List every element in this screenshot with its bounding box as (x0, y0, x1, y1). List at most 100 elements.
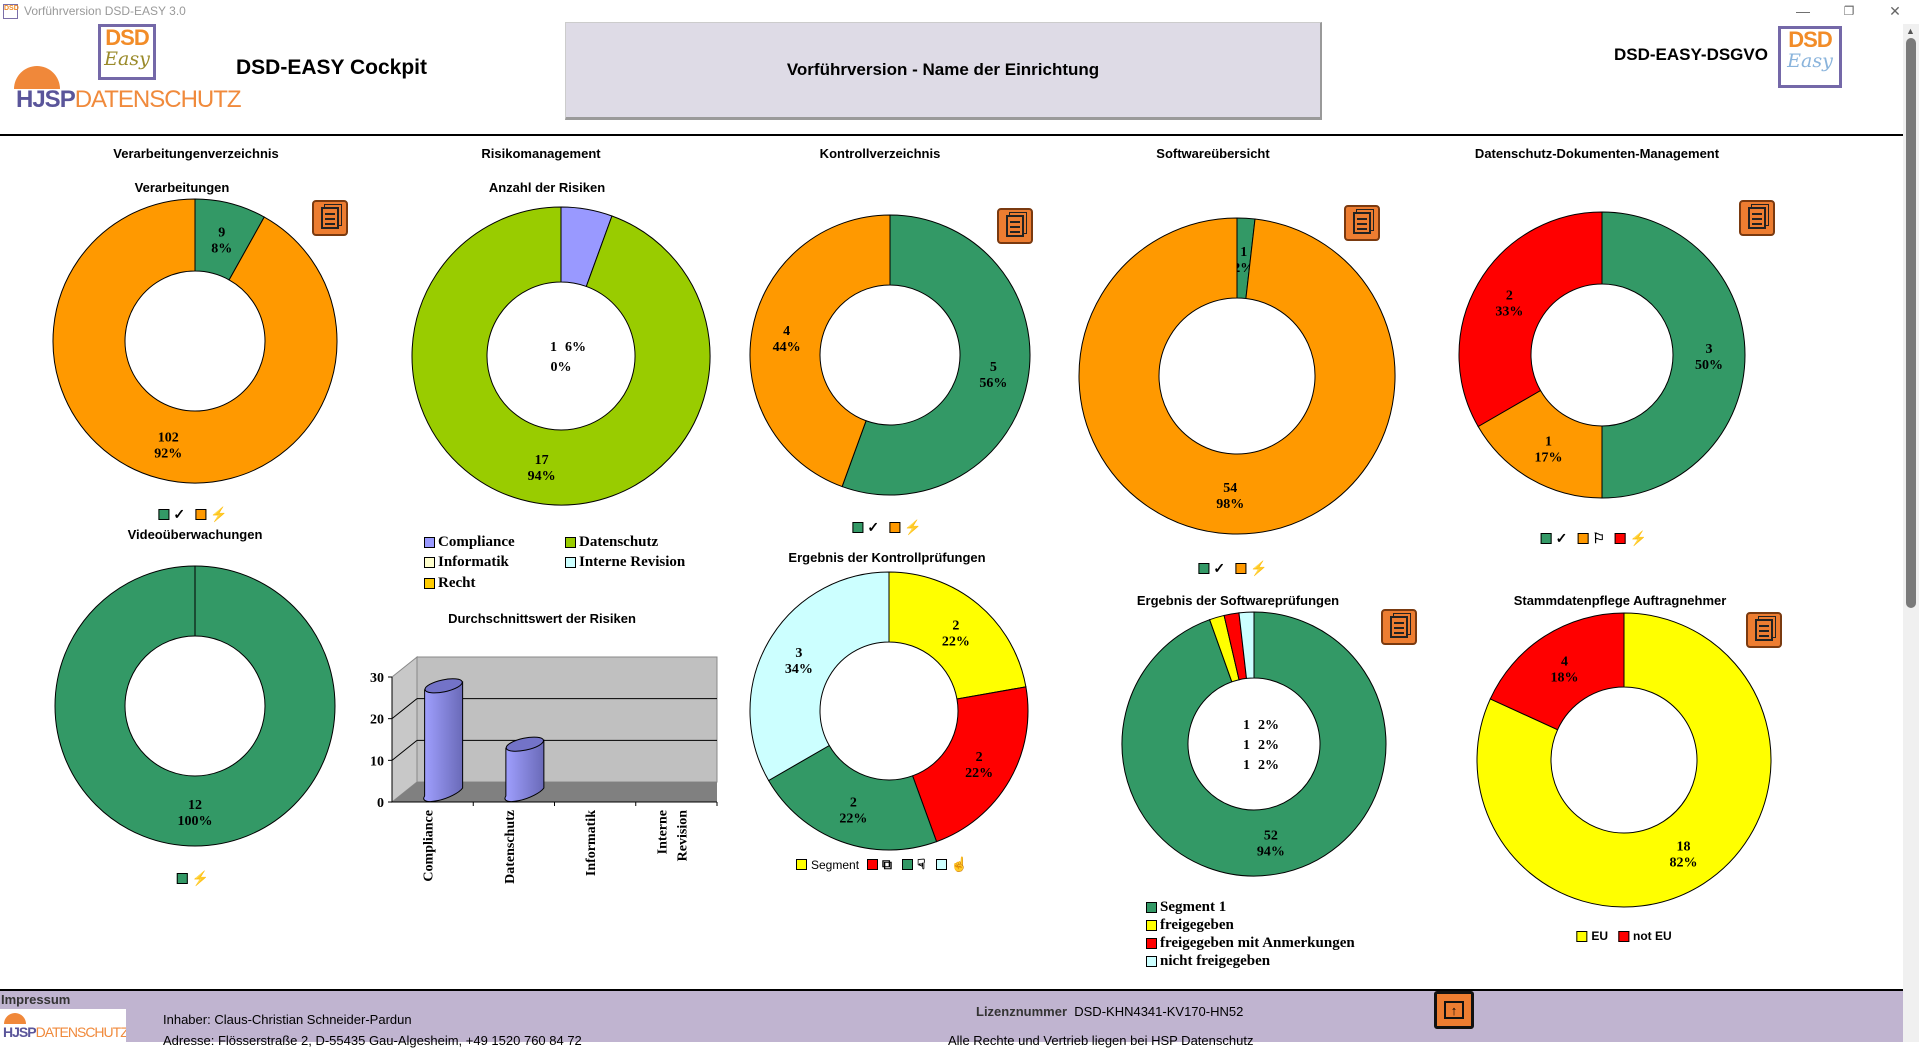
lightning-icon: ⚡ (191, 870, 210, 886)
legend-label: freigegeben (1160, 916, 1234, 933)
legend-swatch-green (1146, 901, 1157, 913)
section-title-software: Softwareübersicht (1156, 146, 1270, 161)
umbrella-icon (4, 1013, 26, 1024)
chart-title-kontrollpruefungen: Ergebnis der Kontrollprüfungen (788, 550, 986, 565)
segment-percent-label: 6% (565, 340, 586, 355)
hsp-datenschutz-logo: HJSPDATENSCHUTZ (16, 86, 242, 113)
logo-easy-text: Easy (1787, 50, 1833, 72)
close-button[interactable]: ✕ (1889, 3, 1901, 19)
thumbs-down-icon: ☟ (917, 856, 926, 872)
segment-percent-label: 100% (178, 814, 213, 829)
scroll-up-arrow-icon[interactable]: ▲ (1906, 26, 1915, 36)
lightning-icon: ⚡ (904, 519, 922, 535)
legend-swatch-green (1198, 563, 1210, 574)
rechte: Alle Rechte und Vertrieb liegen bei HSP … (948, 1033, 1254, 1048)
legend-label: freigegeben mit Anmerkungen (1160, 934, 1355, 951)
legend-label: Recht (438, 574, 476, 591)
maximize-button[interactable]: ❐ (1843, 4, 1855, 18)
section-title-kontroll: Kontrollverzeichnis (819, 146, 941, 161)
legend-verarbeitungen: ✓ ⚡ (158, 506, 233, 523)
segment-value-label: 4 (1561, 654, 1568, 669)
check-icon: ✓ (867, 519, 880, 535)
floor (392, 782, 717, 802)
institution-name: Vorführversion - Name der Einrichtung (786, 60, 1100, 79)
lizenz: Lizenznummer DSD-KHN4341-KV170-HN52 (976, 1004, 1243, 1019)
minimize-button[interactable]: — (1796, 3, 1810, 19)
upload-arrow-icon: ↑ (1444, 1001, 1464, 1019)
legend-swatch-orange (889, 522, 901, 533)
bar-datenschutz (504, 739, 545, 803)
x-tick-label: Revision (675, 810, 690, 862)
donut-segment (1489, 612, 1625, 731)
donut-segment (1477, 389, 1603, 499)
open-report-stammdaten-button[interactable] (1746, 612, 1782, 648)
x-tick-label: Interne (655, 810, 670, 854)
open-report-verarbeitungen-button[interactable] (312, 200, 348, 236)
donut-segment (767, 744, 938, 851)
app-icon: DSD (3, 4, 19, 19)
adresse: Adresse: Flösserstraße 2, D-55435 Gau-Al… (163, 1033, 582, 1048)
segment-percent-label: 56% (979, 376, 1007, 391)
legend-stammdaten: EU not EU (1576, 929, 1672, 943)
lightning-icon: ⚡ (210, 506, 228, 522)
open-report-kontroll-button[interactable] (997, 208, 1033, 244)
legend-swatch-informatik (424, 556, 435, 568)
bar-top (424, 678, 463, 694)
section-title-risiko: Risikomanagement (481, 146, 601, 161)
scroll-to-top-button[interactable]: ↑ (1434, 991, 1474, 1029)
donut-segment (1121, 611, 1387, 877)
donut-segment (841, 214, 1031, 496)
legend-swatch-orange (1235, 563, 1247, 574)
legend-label-not-eu: not EU (1633, 929, 1672, 943)
segment-percent-label: 33% (1495, 305, 1523, 320)
segment-value-label: 9 (218, 225, 225, 240)
document-icon (1390, 616, 1408, 638)
segment-value-label: 2 (976, 750, 983, 765)
y-tick-label: 20 (370, 713, 384, 728)
lizenz-value: DSD-KHN4341-KV170-HN52 (1074, 1004, 1244, 1019)
segment-percent-label: 82% (1669, 856, 1697, 871)
x-tick-label: Datenschutz (503, 810, 518, 884)
segment-value-label: 1 (1243, 738, 1250, 753)
segment-percent-label: 22% (965, 766, 993, 781)
segment-value-label: 17 (535, 453, 549, 468)
donut-kontrollpruefungen: 222%222%222%334% (749, 571, 1029, 851)
open-report-dokumente-button[interactable] (1739, 200, 1775, 236)
document-icon (1748, 207, 1766, 229)
header-divider (0, 134, 1903, 136)
donut-segment (888, 571, 1027, 700)
dsd-easy-logo: DSD Easy (98, 24, 156, 80)
segment-percent-label: 34% (785, 662, 813, 677)
thumbs-up-icon: ☝ (950, 856, 968, 872)
segment-value-label: 1 (1240, 245, 1247, 260)
vertical-scrollbar[interactable]: ▲ (1903, 24, 1919, 1042)
donut-segment (749, 571, 890, 782)
segment-value-label: 5 (990, 360, 997, 375)
legend-label: Informatik (438, 553, 509, 570)
y-tick-label: 10 (370, 754, 384, 769)
donut-segment (1458, 211, 1603, 428)
segment-percent-label: 94% (528, 469, 556, 484)
chart-title-stammdaten: Stammdatenpflege Auftragnehmer (1513, 593, 1727, 608)
legend-swatch-interne-revision (565, 556, 576, 568)
legend-swatch-green (158, 509, 170, 520)
segment-percent-label: 44% (773, 340, 801, 355)
donut-dokumente: 350% 117% 233% (1458, 211, 1746, 499)
open-report-softwarepruef-button[interactable] (1381, 609, 1417, 645)
legend-label: Compliance (438, 533, 515, 550)
document-icon (1006, 215, 1024, 237)
impressum-label: Impressum (1, 992, 71, 1007)
open-report-software-button[interactable] (1344, 205, 1380, 241)
bar-compliance (423, 681, 464, 803)
app-title: DSD-EASY Cockpit (236, 56, 427, 79)
segment-percent-label: 22% (839, 812, 867, 827)
lightning-icon: ⚡ (1629, 530, 1648, 546)
legend-video: ⚡ (176, 870, 215, 887)
product-title: DSD-EASY-DSGVO (1614, 45, 1768, 64)
segment-percent-label: 92% (154, 447, 182, 462)
legend-swatch-cyan (935, 859, 947, 870)
segment-value-label: 2 (952, 618, 959, 633)
scrollbar-thumb[interactable] (1906, 38, 1916, 608)
